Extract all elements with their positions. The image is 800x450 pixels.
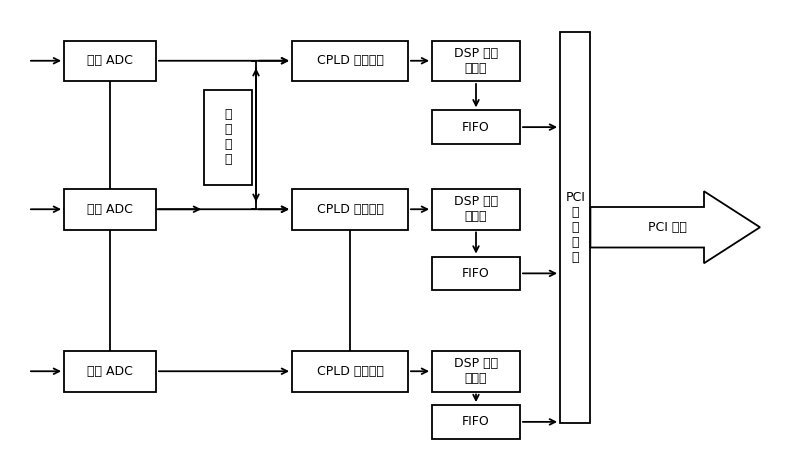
FancyBboxPatch shape	[432, 189, 520, 230]
Text: PCI 总线: PCI 总线	[648, 221, 686, 234]
Text: FIFO: FIFO	[462, 267, 490, 280]
FancyBboxPatch shape	[432, 405, 520, 439]
FancyBboxPatch shape	[432, 40, 520, 81]
FancyBboxPatch shape	[292, 351, 408, 392]
Polygon shape	[590, 191, 760, 263]
Text: 采样 ADC: 采样 ADC	[87, 365, 133, 378]
FancyBboxPatch shape	[560, 32, 590, 423]
FancyBboxPatch shape	[64, 40, 156, 81]
FancyBboxPatch shape	[64, 189, 156, 230]
FancyBboxPatch shape	[432, 351, 520, 392]
FancyBboxPatch shape	[432, 110, 520, 144]
FancyBboxPatch shape	[292, 189, 408, 230]
Text: DSP 数据
预处理: DSP 数据 预处理	[454, 47, 498, 75]
FancyBboxPatch shape	[292, 40, 408, 81]
Text: FIFO: FIFO	[462, 121, 490, 134]
Text: DSP 数据
预处理: DSP 数据 预处理	[454, 195, 498, 223]
Text: CPLD 数据压缩: CPLD 数据压缩	[317, 203, 383, 216]
Text: 采样 ADC: 采样 ADC	[87, 203, 133, 216]
FancyBboxPatch shape	[64, 351, 156, 392]
Text: PCI
总
线
模
块: PCI 总 线 模 块	[566, 191, 585, 264]
FancyBboxPatch shape	[432, 256, 520, 290]
Text: DSP 数据
预处理: DSP 数据 预处理	[454, 357, 498, 385]
Text: 时
钟
模
块: 时 钟 模 块	[224, 108, 232, 166]
Text: FIFO: FIFO	[462, 415, 490, 428]
Text: CPLD 数据压缩: CPLD 数据压缩	[317, 365, 383, 378]
FancyBboxPatch shape	[204, 90, 252, 184]
Text: CPLD 数据压缩: CPLD 数据压缩	[317, 54, 383, 67]
Text: 采样 ADC: 采样 ADC	[87, 54, 133, 67]
